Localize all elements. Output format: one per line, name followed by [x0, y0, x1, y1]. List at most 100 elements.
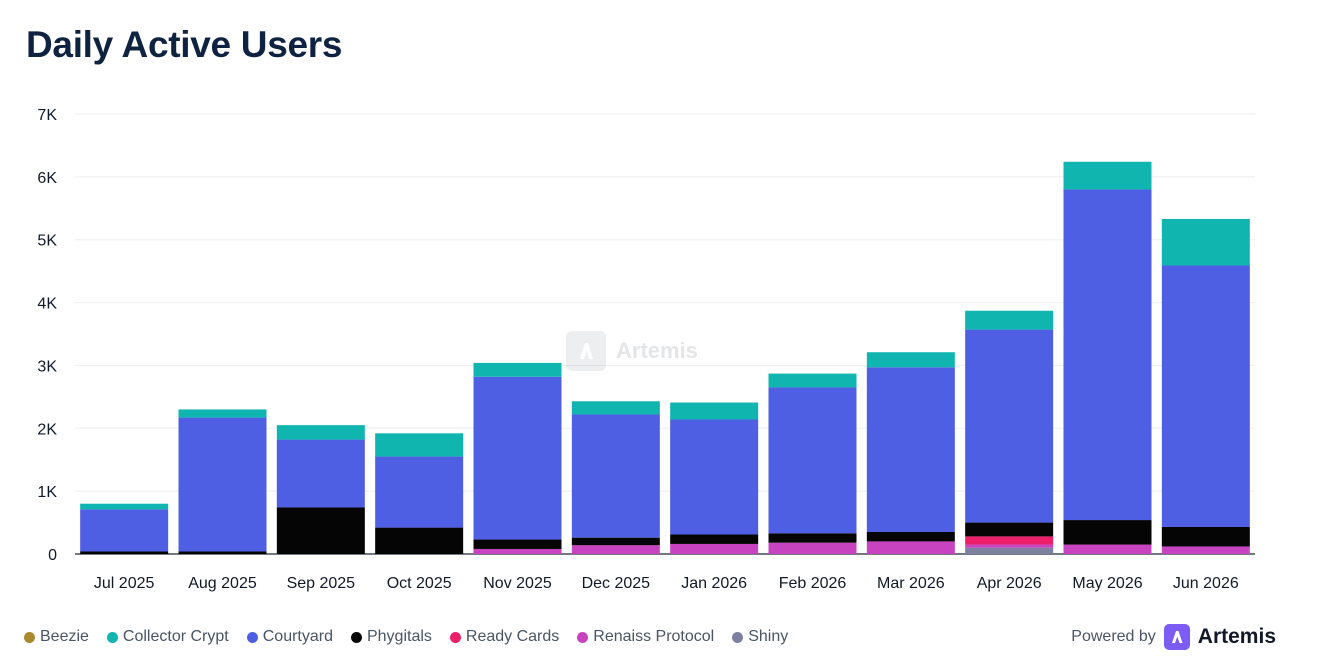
y-tick-label: 6K: [37, 170, 57, 187]
bar-segment-phygitals[interactable]: [276, 507, 365, 554]
legend: Beezie Collector Crypt Courtyard Phygitals R…: [24, 628, 788, 646]
bar-segment-courtyard[interactable]: [768, 387, 857, 534]
y-tick-label: 5K: [37, 233, 57, 250]
bar-segment-courtyard[interactable]: [375, 456, 464, 528]
bar-segment-phygitals[interactable]: [571, 537, 660, 546]
x-tick-label: Dec 2025: [582, 575, 651, 592]
bar-segment-collector-crypt[interactable]: [80, 503, 169, 510]
bar-segment-courtyard[interactable]: [1161, 265, 1250, 527]
legend-dot-icon: [449, 631, 461, 643]
x-tick-label: Jul 2025: [94, 575, 155, 592]
x-tick-label: Sep 2025: [287, 575, 356, 592]
watermark: Artemis: [566, 331, 698, 371]
y-tick-label: 2K: [37, 421, 57, 438]
watermark-text: Artemis: [616, 338, 698, 363]
bar-segment-collector-crypt[interactable]: [1063, 161, 1152, 190]
bar-segment-renaiss-protocol[interactable]: [1063, 544, 1152, 554]
legend-label: Collector Crypt: [122, 628, 229, 645]
y-tick-label: 3K: [37, 358, 57, 375]
bar-segment-collector-crypt[interactable]: [375, 433, 464, 457]
bar-segment-phygitals[interactable]: [866, 532, 955, 542]
bar-segment-courtyard[interactable]: [178, 417, 267, 552]
bar-segment-phygitals[interactable]: [768, 533, 857, 543]
bar-segment-phygitals[interactable]: [1161, 526, 1250, 547]
bar-segment-phygitals[interactable]: [80, 551, 169, 554]
legend-item[interactable]: Phygitals: [350, 628, 432, 646]
legend-item[interactable]: Courtyard: [246, 628, 333, 646]
bar-segment-phygitals[interactable]: [670, 534, 759, 544]
legend-label: Phygitals: [366, 628, 432, 645]
bar-segment-renaiss-protocol[interactable]: [768, 542, 857, 554]
legend-item[interactable]: Collector Crypt: [106, 628, 229, 646]
bar-segment-courtyard[interactable]: [1063, 189, 1152, 521]
legend-dot-icon: [732, 631, 744, 643]
bar-segment-courtyard[interactable]: [670, 419, 759, 535]
legend-dot-icon: [24, 631, 35, 643]
artemis-watermark-icon: [566, 331, 606, 371]
bar-segment-collector-crypt[interactable]: [178, 409, 267, 418]
bar-segment-phygitals[interactable]: [965, 522, 1054, 537]
x-tick-label: Oct 2025: [387, 575, 452, 592]
grid-lines: [75, 113, 1255, 555]
bar-segment-renaiss-protocol[interactable]: [965, 544, 1054, 548]
x-tick-label: Feb 2026: [779, 575, 847, 592]
powered-by-label: Powered by: [1071, 628, 1156, 645]
legend-item[interactable]: Renaiss Protocol: [577, 628, 714, 646]
bar-segment-courtyard[interactable]: [866, 367, 955, 532]
legend-item[interactable]: Ready Cards: [449, 628, 560, 646]
bar-segment-courtyard[interactable]: [965, 329, 1054, 523]
legend-dot-icon: [577, 631, 589, 643]
bar-segment-collector-crypt[interactable]: [866, 352, 955, 368]
bar-segment-courtyard[interactable]: [473, 376, 562, 540]
legend-label: Shiny: [748, 628, 789, 645]
legend-label: Beezie: [40, 628, 89, 645]
bar-segment-shiny[interactable]: [965, 547, 1054, 554]
y-axis-ticks: 0 1K 2K 3K 4K 5K 6K 7K: [37, 107, 57, 564]
bar-segment-collector-crypt[interactable]: [670, 402, 759, 420]
legend-dot-icon: [350, 631, 362, 643]
bar-segment-courtyard[interactable]: [276, 439, 365, 508]
legend-dot-icon: [106, 631, 118, 643]
bar-segment-phygitals[interactable]: [1063, 520, 1152, 545]
bar-segment-ready-cards[interactable]: [965, 536, 1054, 545]
bar-segment-collector-crypt[interactable]: [768, 373, 857, 388]
x-tick-label: May 2026: [1072, 575, 1142, 592]
x-tick-label: Aug 2025: [188, 575, 257, 592]
legend-item[interactable]: Shiny: [732, 628, 788, 646]
bar-segment-phygitals[interactable]: [375, 527, 464, 554]
bar-segment-collector-crypt[interactable]: [965, 310, 1054, 330]
bar-segment-renaiss-protocol[interactable]: [866, 541, 955, 554]
x-tick-label: Nov 2025: [483, 575, 552, 592]
powered-by-artemis[interactable]: Powered by Artemis: [1071, 624, 1276, 650]
legend-label: Renaiss Protocol: [593, 628, 715, 645]
bar-segment-courtyard[interactable]: [571, 414, 660, 538]
legend-label: Courtyard: [262, 628, 333, 645]
bar-segment-collector-crypt[interactable]: [1161, 218, 1250, 266]
bar-segment-collector-crypt[interactable]: [473, 362, 562, 377]
bar-segment-renaiss-protocol[interactable]: [670, 543, 759, 554]
legend-label: Ready Cards: [465, 628, 560, 645]
bar-segment-phygitals[interactable]: [178, 551, 267, 554]
x-tick-label: Mar 2026: [877, 575, 945, 592]
x-tick-label: Apr 2026: [977, 575, 1042, 592]
brand-name: Artemis: [1197, 625, 1276, 648]
chart-title: Daily Active Users: [26, 24, 343, 65]
legend-item[interactable]: Beezie: [24, 628, 89, 646]
bar-segment-collector-crypt[interactable]: [571, 401, 660, 415]
x-tick-label: Jan 2026: [681, 575, 747, 592]
y-tick-label: 1K: [37, 484, 57, 501]
bar-segment-renaiss-protocol[interactable]: [571, 545, 660, 554]
x-axis-ticks: Jul 2025 Aug 2025 Sep 2025 Oct 2025 Nov 2025…: [94, 575, 1239, 592]
bar-segment-courtyard[interactable]: [80, 509, 169, 552]
y-tick-label: 4K: [37, 296, 57, 313]
bar-segment-phygitals[interactable]: [473, 539, 562, 549]
legend-dot-icon: [246, 631, 258, 643]
bar-segment-collector-crypt[interactable]: [276, 425, 365, 440]
x-tick-label: Jun 2026: [1173, 575, 1239, 592]
bars: [80, 161, 1250, 554]
chart-plot: 0 1K 2K 3K 4K 5K 6K 7K Jul 2025 Aug 2025 Sep 2025…: [37, 107, 1255, 592]
y-tick-label: 7K: [37, 107, 57, 124]
bar-segment-renaiss-protocol[interactable]: [1161, 546, 1250, 554]
y-tick-label: 0: [48, 547, 57, 564]
bar-segment-renaiss-protocol[interactable]: [473, 548, 562, 554]
